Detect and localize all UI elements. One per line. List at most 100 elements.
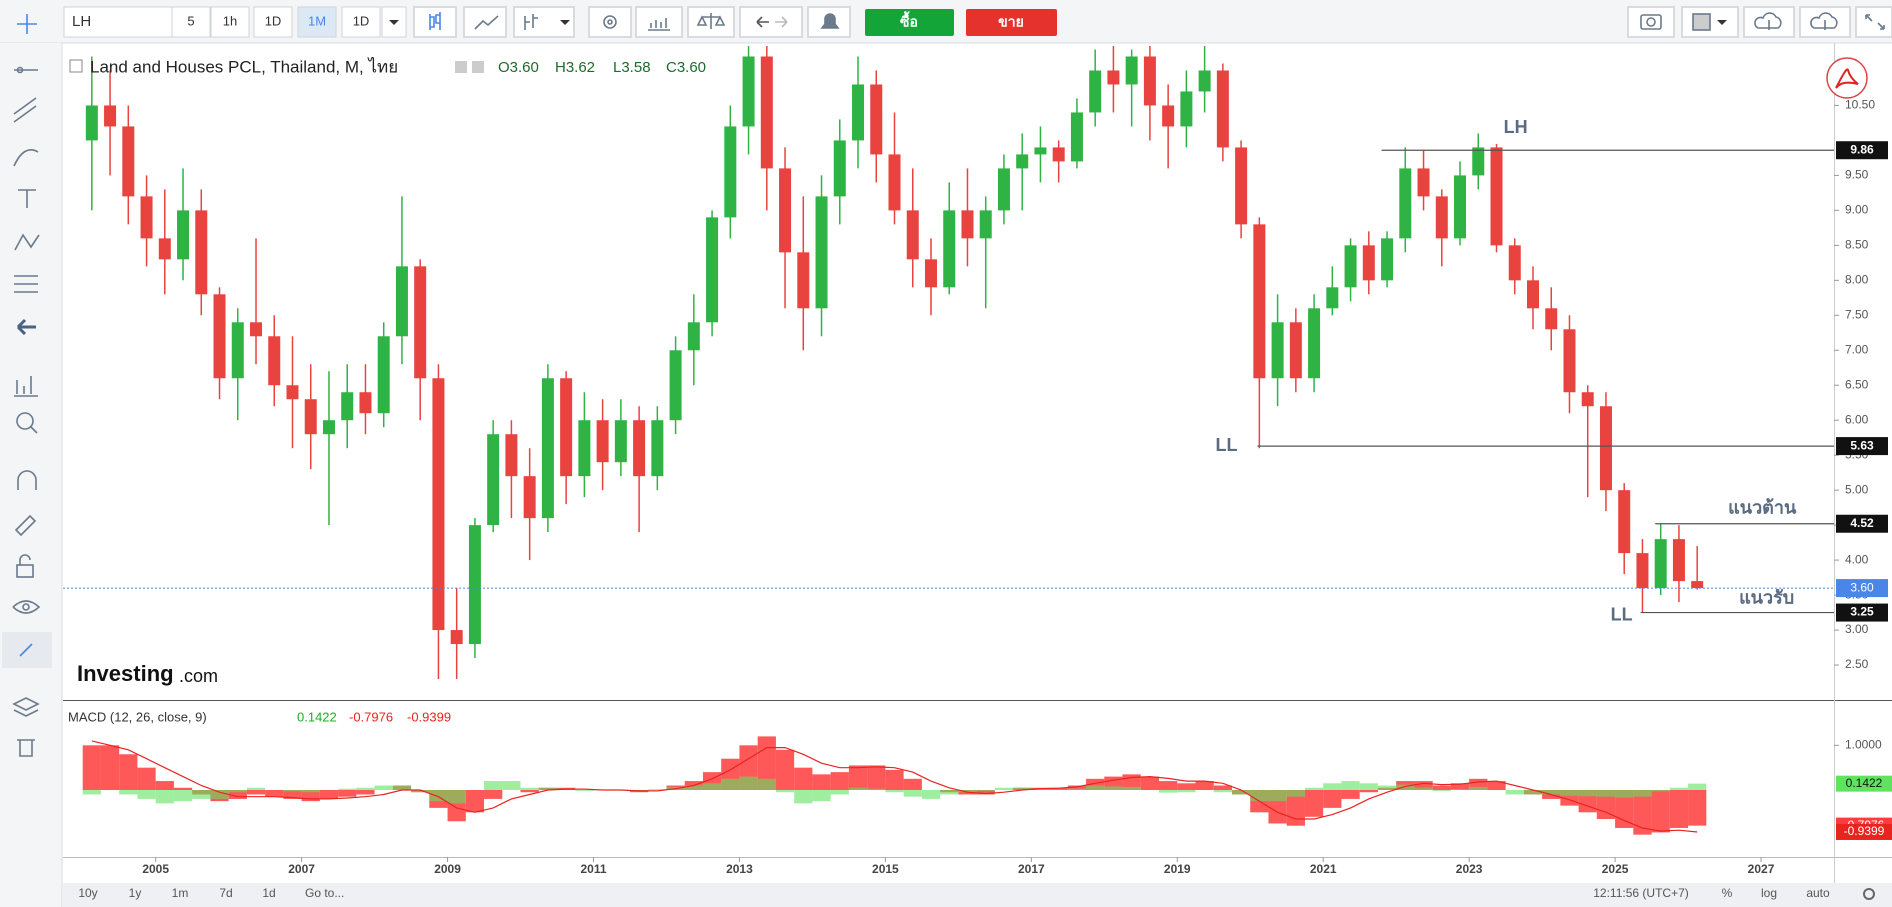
x-tick-label: 2005 (142, 862, 169, 876)
histogram-bar (1377, 785, 1397, 790)
candle-body (140, 196, 153, 239)
goto-button[interactable]: Go to... (305, 886, 344, 900)
candle-body (1326, 287, 1339, 309)
macd-column (228, 789, 247, 799)
range-button[interactable]: 10y (78, 886, 97, 900)
interval-button[interactable] (341, 6, 381, 38)
candle-body (633, 420, 646, 477)
legend-settings[interactable] (472, 61, 484, 73)
candle-body (614, 420, 627, 463)
interval-button[interactable] (253, 6, 293, 38)
range-button[interactable]: 1m (172, 886, 189, 900)
level-box (1836, 603, 1888, 622)
x-tick-label: 2009 (434, 862, 461, 876)
pdf-icon (1835, 68, 1859, 89)
candle-body (906, 210, 919, 260)
current-price-label: 3.60 (1850, 580, 1874, 594)
histogram-bar (155, 789, 174, 804)
candle-body (523, 476, 536, 519)
candle-body (505, 434, 518, 477)
histogram-bar (137, 789, 156, 799)
histogram-bar (210, 789, 229, 799)
candle-body (268, 336, 281, 386)
candle-body (924, 259, 937, 288)
histogram-bar (1669, 787, 1689, 790)
candle-body (195, 210, 208, 295)
buy-button[interactable] (865, 9, 954, 36)
candle-body (432, 378, 445, 631)
macd-column (1414, 781, 1433, 790)
candle-body (1581, 392, 1594, 407)
drawing-tools[interactable] (2, 14, 52, 757)
candle-body (286, 385, 299, 400)
settings-button[interactable] (1863, 888, 1875, 900)
ohlc-value: C3.60 (666, 59, 706, 76)
sell-button[interactable] (966, 9, 1057, 36)
scale-option[interactable]: % (1722, 886, 1733, 900)
histogram-bar (812, 789, 831, 802)
candle-body (979, 210, 992, 239)
level-box (1836, 437, 1888, 456)
macd-axis-label: 0.1422 (1846, 776, 1883, 790)
pdf-button[interactable] (1826, 57, 1868, 99)
candle-body (833, 140, 846, 197)
candle-body (852, 84, 865, 141)
macd-column (812, 774, 831, 790)
candle-body (1636, 553, 1649, 589)
scale-option[interactable]: log (1761, 886, 1777, 900)
interval-label: 1D (353, 13, 370, 28)
candle-body (1508, 245, 1521, 281)
annotation: LH (1504, 117, 1528, 137)
macd-column (1049, 787, 1068, 790)
histogram-bar (301, 789, 320, 793)
candle-body (779, 168, 792, 253)
range-button[interactable]: 1d (262, 886, 275, 900)
ohlc-legend: O3.60 H3.62 L3.58 C3.60 (455, 59, 706, 76)
candle-body (322, 420, 335, 435)
candle-body (943, 210, 956, 288)
y-tick-label: 8.50 (1845, 238, 1869, 252)
candle-body (213, 294, 226, 379)
interval-button[interactable] (171, 6, 211, 38)
histogram-bar (1268, 789, 1287, 802)
x-tick-label: 2017 (1018, 862, 1045, 876)
histogram-bar (1688, 783, 1707, 790)
scale-option[interactable]: auto (1806, 886, 1830, 900)
legend-settings[interactable] (455, 61, 467, 73)
y-tick-label: 5.00 (1845, 482, 1869, 496)
chart-title: Land and Houses PCL, Thailand, M, ไทย (90, 56, 398, 76)
macd-column (100, 745, 120, 790)
macd-column (283, 789, 302, 799)
toolbar-icons (413, 6, 851, 38)
header-checkbox[interactable] (69, 59, 83, 73)
histogram-bar (1596, 789, 1616, 797)
histogram-bar (82, 789, 101, 795)
candle-body (706, 217, 719, 323)
macd-value-box (1836, 823, 1892, 840)
histogram-bar (1013, 787, 1032, 790)
histogram-bar (1304, 787, 1324, 790)
interval-button[interactable] (297, 6, 337, 38)
symbol-input[interactable] (63, 6, 176, 38)
macd-column (1688, 789, 1707, 826)
price-pane (63, 46, 1834, 680)
x-tick-label: 2025 (1602, 862, 1629, 876)
candle-body (1654, 539, 1667, 589)
ohlc-value: H3.62 (555, 59, 595, 76)
candle-body (1344, 245, 1357, 288)
candle-body (596, 420, 609, 463)
histogram-bar (702, 783, 722, 790)
candle-body (1308, 308, 1321, 379)
candle-body (1089, 70, 1102, 113)
range-button[interactable]: 7d (219, 886, 232, 900)
candle-body (1253, 224, 1266, 379)
interval-button[interactable] (210, 6, 250, 38)
macd-column (1177, 783, 1196, 790)
candle-body (888, 154, 901, 211)
macd-column (1432, 785, 1451, 790)
histogram-bar (1615, 789, 1634, 798)
range-button[interactable]: 1y (129, 886, 142, 900)
macd-column (885, 769, 904, 790)
candle-body (1143, 56, 1156, 106)
histogram-bar (1396, 784, 1415, 790)
